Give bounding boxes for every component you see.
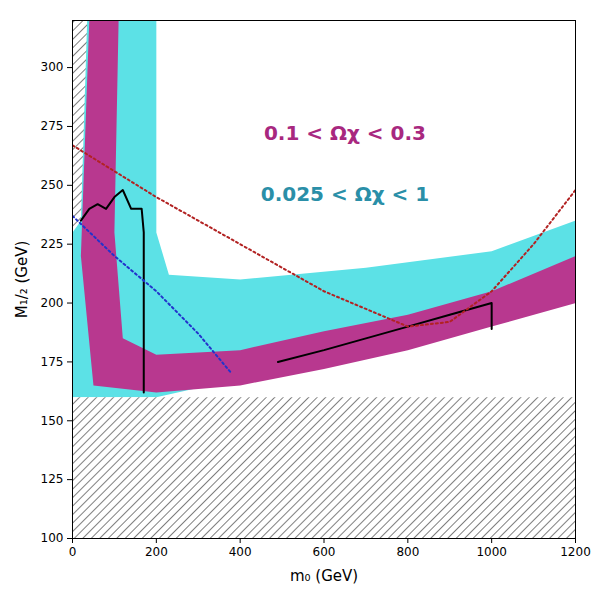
svg-text:150: 150 [41, 414, 64, 428]
svg-text:600: 600 [313, 545, 336, 559]
svg-text:0.025 < Ωχ < 1: 0.025 < Ωχ < 1 [261, 182, 429, 206]
svg-text:800: 800 [396, 545, 419, 559]
svg-text:125: 125 [41, 472, 64, 486]
svg-text:200: 200 [145, 545, 168, 559]
svg-text:225: 225 [41, 237, 64, 251]
svg-text:175: 175 [41, 355, 64, 369]
svg-text:200: 200 [41, 296, 64, 310]
svg-text:400: 400 [229, 545, 252, 559]
svg-text:0.1 < Ωχ < 0.3: 0.1 < Ωχ < 0.3 [264, 121, 426, 145]
svg-text:M₁/₂ (GeV): M₁/₂ (GeV) [13, 241, 31, 319]
svg-text:250: 250 [41, 178, 64, 192]
svg-text:1200: 1200 [560, 545, 591, 559]
svg-text:275: 275 [41, 119, 64, 133]
svg-text:1000: 1000 [476, 545, 507, 559]
svg-text:100: 100 [41, 531, 64, 545]
svg-text:0: 0 [69, 545, 77, 559]
svg-text:m₀ (GeV): m₀ (GeV) [290, 567, 358, 585]
svg-text:300: 300 [41, 60, 64, 74]
